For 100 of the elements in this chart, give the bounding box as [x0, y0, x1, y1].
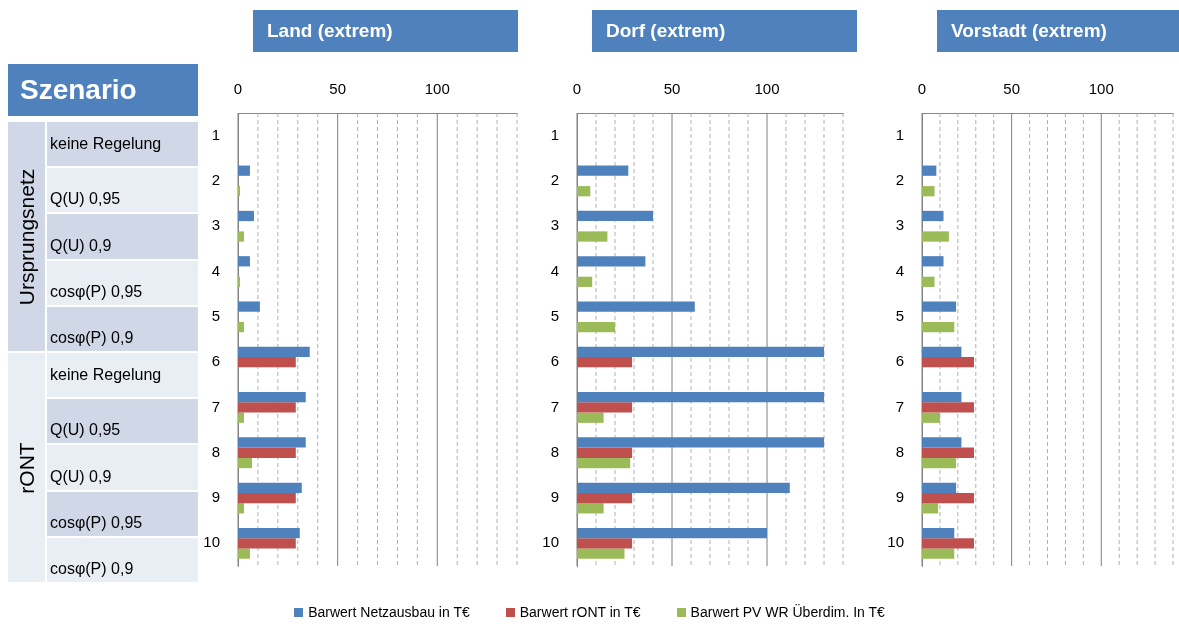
bar — [922, 527, 955, 539]
bar — [922, 301, 957, 312]
bar — [922, 447, 974, 458]
x-tick-label: 100 — [424, 80, 450, 98]
bar — [577, 447, 633, 458]
y-tick-label: 1 — [895, 125, 904, 143]
y-tick-label: 1 — [550, 125, 559, 143]
category-label: cosφ(P) 0,95 — [47, 491, 198, 536]
y-tick-label: 5 — [550, 306, 559, 324]
category-label: Q(U) 0,9 — [47, 214, 198, 259]
chart-title: Dorf (extrem) — [592, 10, 857, 52]
category-label: cosφ(P) 0,9 — [47, 537, 198, 582]
bar — [577, 321, 615, 333]
bar — [922, 492, 974, 504]
bar — [577, 548, 625, 559]
x-tick-label: 100 — [1088, 80, 1114, 98]
bar — [577, 231, 608, 242]
y-tick-label: 6 — [895, 352, 904, 370]
bar — [238, 503, 244, 514]
y-tick-label: 6 — [550, 352, 559, 370]
y-tick-label: 7 — [211, 397, 220, 415]
bar — [238, 482, 302, 493]
bar — [238, 165, 250, 176]
y-tick-label: 4 — [211, 261, 220, 279]
bar — [577, 346, 824, 358]
bar — [577, 538, 633, 549]
y-tick-label: 7 — [550, 397, 559, 415]
bar — [577, 527, 767, 539]
bar — [238, 527, 300, 539]
y-tick-label: 2 — [550, 171, 559, 189]
category-label: Q(U) 0,95 — [47, 168, 198, 213]
bar — [577, 482, 790, 493]
bar — [922, 276, 935, 287]
bar — [922, 538, 974, 549]
bar — [922, 165, 937, 176]
bar — [577, 392, 824, 403]
bar — [922, 186, 935, 197]
legend-label: Barwert PV WR Überdim. In T€ — [690, 604, 885, 620]
bar — [922, 437, 962, 448]
y-tick-label: 6 — [211, 352, 220, 370]
bar — [238, 457, 252, 469]
y-tick-label: 5 — [895, 306, 904, 324]
bar — [238, 492, 296, 504]
bar — [922, 231, 949, 242]
bar — [238, 346, 310, 358]
text: Ursprungsnetz — [14, 168, 39, 305]
y-tick-label: 3 — [550, 216, 559, 234]
bar — [238, 412, 244, 423]
x-tick-label: 0 — [917, 80, 927, 98]
bar — [238, 357, 296, 368]
bar — [922, 412, 940, 423]
x-tick-label: 100 — [754, 80, 780, 98]
category-label: keine Regelung — [47, 122, 198, 167]
bar — [238, 548, 250, 559]
bar — [238, 447, 296, 458]
y-tick-label: 5 — [211, 306, 220, 324]
y-tick-label: 3 — [895, 216, 904, 234]
bar — [238, 538, 296, 549]
bar — [577, 186, 591, 197]
category-label: Q(U) 0,95 — [47, 399, 198, 444]
legend-label: Barwert Netzausbau in T€ — [308, 604, 470, 620]
chart-title: Vorstadt (extrem) — [937, 10, 1179, 52]
bar — [922, 457, 957, 469]
bar — [922, 256, 944, 267]
bar — [922, 402, 974, 413]
bar — [238, 301, 260, 312]
category-label: keine Regelung — [47, 353, 198, 398]
bar — [577, 276, 593, 287]
legend-label: Barwert rONT in T€ — [519, 604, 641, 620]
y-tick-label: 2 — [895, 171, 904, 189]
x-tick-label: 50 — [663, 80, 681, 98]
bar — [577, 210, 653, 222]
bar — [238, 231, 244, 242]
y-tick-label: 1 — [211, 125, 220, 143]
bar — [922, 210, 944, 222]
bar — [922, 482, 957, 493]
y-tick-label: 9 — [211, 488, 220, 506]
y-tick-label: 4 — [550, 261, 559, 279]
y-tick-label: 2 — [211, 171, 220, 189]
y-tick-label: 7 — [895, 397, 904, 415]
bar — [577, 492, 633, 504]
y-tick-label: 8 — [550, 442, 559, 460]
x-tick-label: 50 — [1003, 80, 1020, 98]
x-tick-label: 0 — [572, 80, 582, 98]
bar — [238, 210, 254, 222]
x-tick-label: 0 — [233, 80, 243, 98]
bar — [922, 392, 962, 403]
bar — [238, 321, 244, 333]
bar — [577, 402, 633, 413]
bar — [577, 165, 629, 176]
y-tick-label: 8 — [211, 442, 220, 460]
category-label: cosφ(P) 0,95 — [47, 260, 198, 305]
y-tick-label: 9 — [895, 488, 904, 506]
bar — [238, 392, 306, 403]
bar — [922, 346, 962, 358]
bar — [238, 402, 296, 413]
text: rONT — [14, 441, 39, 494]
text: Szenario — [8, 64, 198, 116]
x-tick-label: 50 — [329, 80, 346, 98]
bar — [922, 548, 955, 559]
